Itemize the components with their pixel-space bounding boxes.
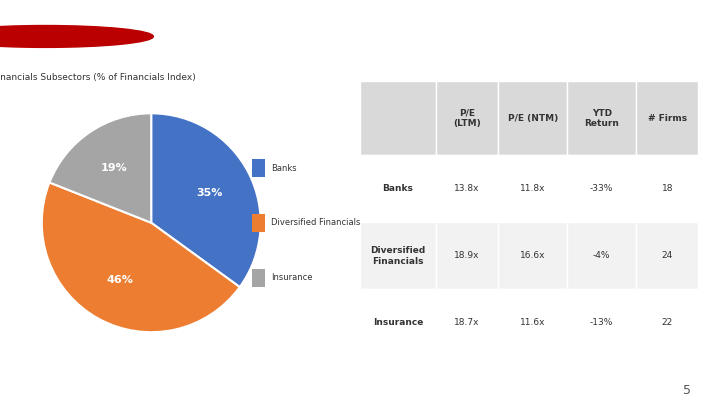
FancyBboxPatch shape (498, 222, 567, 290)
Circle shape (0, 26, 153, 47)
Text: Banks: Banks (382, 184, 413, 194)
Wedge shape (50, 113, 151, 223)
Text: Diversified Financials: Diversified Financials (271, 218, 361, 228)
Text: -4%: -4% (593, 252, 611, 260)
Text: 16.6x: 16.6x (520, 252, 546, 260)
Text: 13.8x: 13.8x (454, 184, 480, 194)
Text: 5: 5 (683, 384, 691, 397)
FancyBboxPatch shape (567, 81, 636, 156)
Text: # Firms: # Firms (648, 114, 687, 123)
Text: 18: 18 (662, 184, 673, 194)
FancyBboxPatch shape (360, 290, 436, 356)
Text: Insurance: Insurance (271, 273, 313, 282)
Text: 18.7x: 18.7x (454, 318, 480, 327)
Text: 35%: 35% (197, 188, 223, 198)
FancyBboxPatch shape (436, 81, 498, 156)
FancyBboxPatch shape (436, 156, 498, 222)
Wedge shape (42, 183, 240, 332)
Text: P/E
(LTM): P/E (LTM) (453, 109, 481, 128)
Text: -13%: -13% (590, 318, 613, 327)
FancyBboxPatch shape (360, 81, 436, 156)
Text: Diversified
Financials: Diversified Financials (370, 246, 426, 266)
FancyBboxPatch shape (636, 290, 698, 356)
Text: YTD
Return: YTD Return (584, 109, 619, 128)
Text: -33%: -33% (590, 184, 613, 194)
FancyBboxPatch shape (498, 290, 567, 356)
FancyBboxPatch shape (567, 290, 636, 356)
Bar (252, 159, 265, 177)
Text: THE OHIO STATE UNIVERSITY: THE OHIO STATE UNIVERSITY (101, 32, 282, 41)
FancyBboxPatch shape (498, 81, 567, 156)
Text: 18.9x: 18.9x (454, 252, 480, 260)
FancyBboxPatch shape (436, 222, 498, 290)
Bar (252, 214, 265, 232)
Text: 19%: 19% (101, 164, 127, 173)
FancyBboxPatch shape (636, 156, 698, 222)
Text: Insurance: Insurance (373, 318, 423, 327)
FancyBboxPatch shape (567, 156, 636, 222)
Text: 11.8x: 11.8x (520, 184, 546, 194)
Bar (18, 9, 72, 64)
Text: 24: 24 (662, 252, 673, 260)
Circle shape (0, 15, 261, 58)
Text: 22: 22 (662, 318, 673, 327)
Text: 46%: 46% (106, 275, 133, 285)
Wedge shape (151, 113, 261, 287)
FancyBboxPatch shape (498, 156, 567, 222)
Text: P/E (NTM): P/E (NTM) (508, 114, 558, 123)
Bar (252, 269, 265, 287)
Text: Financials Subsectors (% of Financials Index): Financials Subsectors (% of Financials I… (0, 73, 195, 82)
FancyBboxPatch shape (360, 156, 436, 222)
FancyBboxPatch shape (360, 222, 436, 290)
FancyBboxPatch shape (636, 222, 698, 290)
FancyBboxPatch shape (567, 222, 636, 290)
FancyBboxPatch shape (436, 290, 498, 356)
FancyBboxPatch shape (636, 81, 698, 156)
Text: Banks: Banks (271, 164, 297, 173)
Text: 11.6x: 11.6x (520, 318, 546, 327)
